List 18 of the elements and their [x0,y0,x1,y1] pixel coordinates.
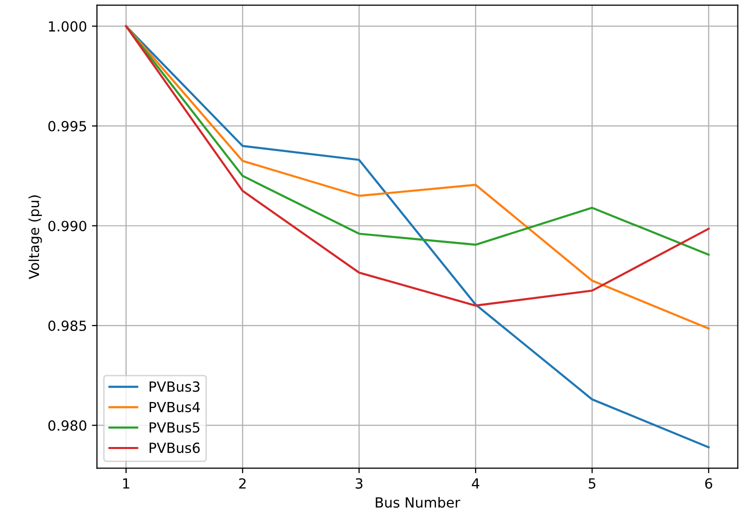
x-tick-label: 6 [705,478,712,489]
x-axis-title: Bus Number [376,496,460,508]
legend-label: PVBus3 [150,381,200,392]
y-tick-label: 0.995 [48,120,86,132]
legend-label: PVBus5 [150,422,200,433]
legend-label: PVBus6 [150,442,200,454]
legend-label: PVBus4 [150,402,200,412]
x-tick-label: 5 [588,478,596,489]
x-tick-label: 4 [472,478,480,489]
x-tick-label: 2 [239,478,246,489]
y-tick-label: 0.980 [48,420,86,431]
line-series [125,25,710,256]
y-axis-title: Voltage (pu) [28,195,42,280]
y-tick-label: 0.990 [48,220,86,232]
y-tick-label: 1.000 [48,21,86,32]
x-tick-label: 3 [356,478,362,489]
x-tick-label: 1 [123,478,130,489]
y-tick-label: 0.985 [48,320,86,332]
